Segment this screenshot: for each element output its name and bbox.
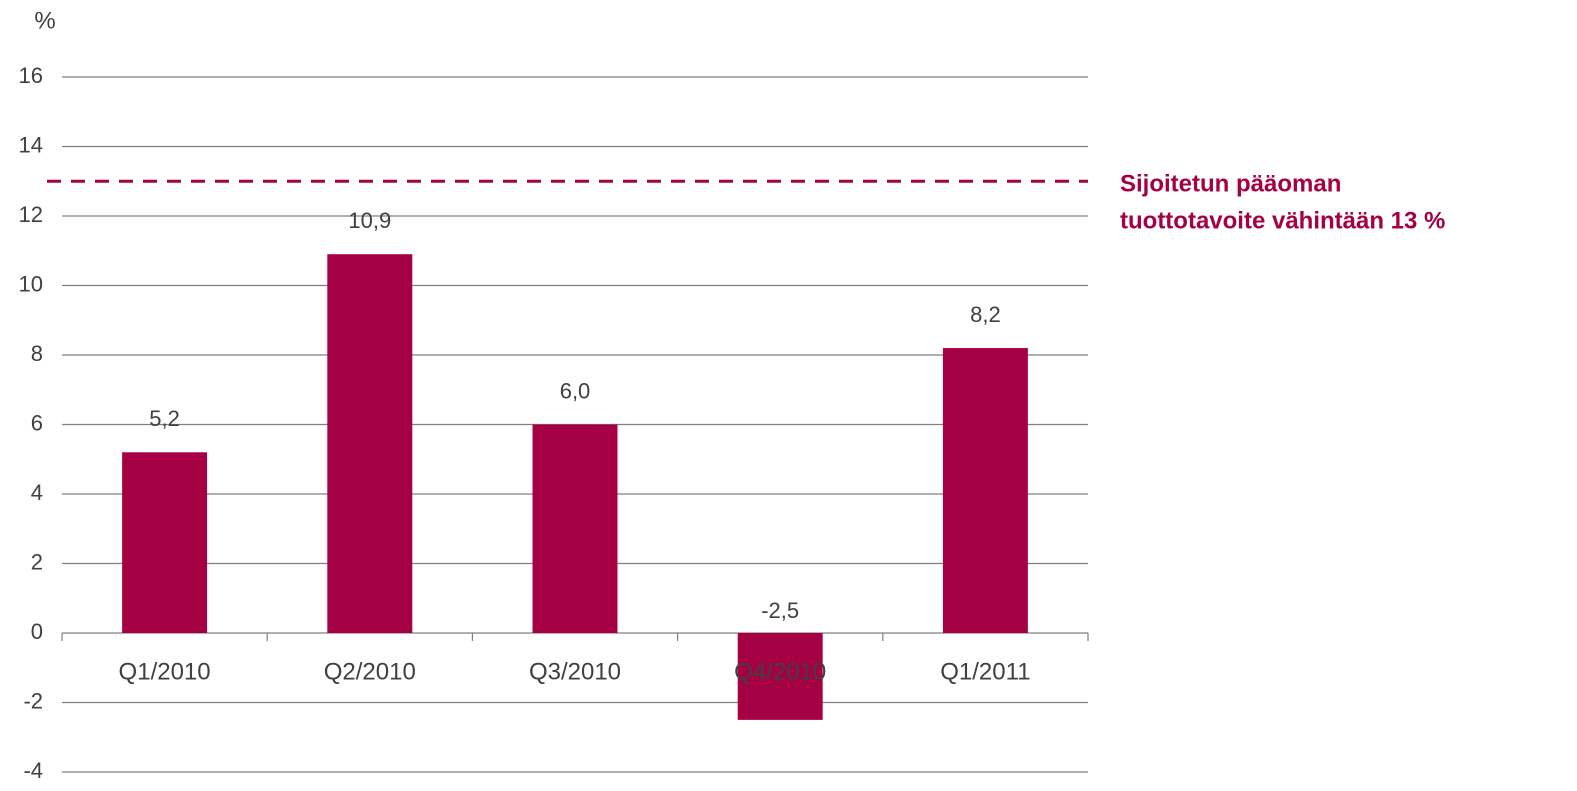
y-tick-label: 6 [31,410,43,435]
value-label: 5,2 [149,406,180,431]
value-label: 6,0 [560,378,591,403]
y-tick-label: 2 [31,549,43,574]
x-tick-label: Q4/2010 [734,658,826,685]
reference-label: tuottotavoite vähintään 13 % [1120,208,1445,235]
x-tick-label: Q1/2011 [940,658,1030,685]
y-tick-label: 4 [31,480,43,505]
y-tick-label: -4 [23,758,43,783]
value-label: -2,5 [761,598,799,623]
y-tick-label: -2 [23,688,43,713]
y-axis-label: % [34,7,55,34]
bar [737,633,823,720]
bar [327,254,413,633]
bar [942,348,1028,633]
value-label: 8,2 [970,302,1001,327]
x-tick-label: Q1/2010 [119,658,211,685]
bar [122,452,208,633]
y-tick-label: 14 [19,132,43,157]
y-tick-label: 0 [31,619,43,644]
y-tick-label: 10 [19,271,43,296]
bar [532,424,618,633]
y-tick-label: 8 [31,341,43,366]
y-tick-label: 12 [19,202,43,227]
value-label: 10,9 [348,208,391,233]
x-tick-label: Q2/2010 [324,658,416,685]
y-tick-label: 16 [19,63,43,88]
reference-label: Sijoitetun pääoman [1120,171,1341,198]
x-tick-label: Q3/2010 [529,658,621,685]
